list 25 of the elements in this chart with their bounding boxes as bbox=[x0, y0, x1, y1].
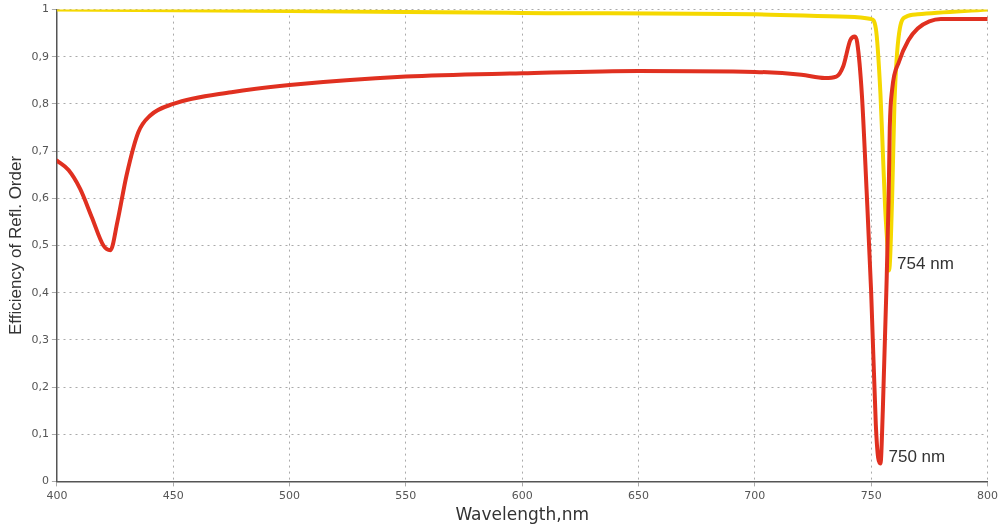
x-tick-label: 400 bbox=[46, 488, 68, 502]
x-tick-label: 450 bbox=[162, 488, 184, 502]
y-tick-label: 0,2 bbox=[31, 379, 49, 393]
y-tick-label: 0,9 bbox=[31, 49, 49, 63]
x-tick-label: 550 bbox=[395, 488, 417, 502]
x-tick-label: 750 bbox=[860, 488, 882, 502]
y-tick-label: 0 bbox=[41, 474, 49, 488]
y-tick-label: 0,7 bbox=[31, 144, 49, 157]
y-axis-title: Efficiency of Refl. Order bbox=[5, 155, 25, 336]
y-tick-label: 0,3 bbox=[31, 332, 49, 346]
x-tick-label: 650 bbox=[628, 488, 650, 502]
x-axis-title: Wavelength,nm bbox=[455, 504, 589, 525]
annotation: 754 nm bbox=[897, 254, 954, 274]
x-tick-label: 500 bbox=[279, 488, 301, 502]
x-tick-label: 700 bbox=[744, 488, 766, 502]
y-tick-label: 0,1 bbox=[31, 427, 49, 441]
y-tick-label: 0,8 bbox=[31, 96, 49, 110]
line-series bbox=[56, 17, 988, 466]
y-tick-label: 0,4 bbox=[31, 285, 49, 299]
y-tick-label: 0,5 bbox=[31, 238, 49, 252]
x-tick-label: 600 bbox=[511, 488, 533, 502]
annotation: 750 nm bbox=[888, 447, 946, 467]
y-tick-label: 1 bbox=[41, 2, 49, 16]
y-tick-label: 0,6 bbox=[31, 191, 49, 205]
x-tick-label: 800 bbox=[977, 488, 998, 502]
